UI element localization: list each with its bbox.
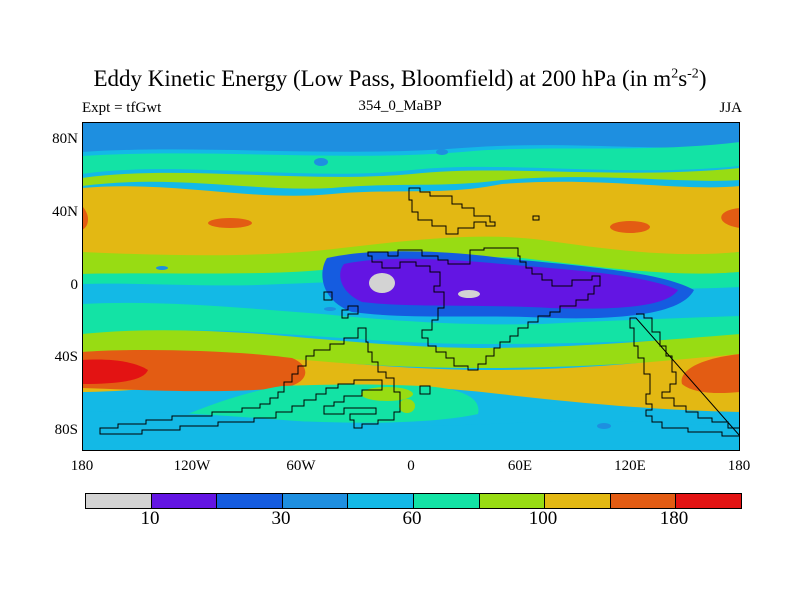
field-south-orange-west [82,350,306,392]
colorbar-segment-8 [610,494,677,508]
lon-label-120e: 120E [614,458,646,474]
lat-label-40n: 40N [52,204,78,220]
lon-label-60w: 60W [286,458,316,474]
season-label: JJA [719,100,742,116]
field-north-orange-1 [208,218,252,228]
colorbar-segment-0 [86,494,152,508]
contour-map [82,122,740,451]
coast-islet [532,215,540,221]
lat-label-0: 0 [70,277,79,293]
field-speck-4 [324,307,336,311]
coast-australia-antarctica [629,313,740,437]
field-speck-3 [156,266,168,270]
field-south-cyan [82,411,740,451]
field-south-lime-2 [361,387,413,401]
lat-label-80s: 80S [54,422,78,438]
coastlines [99,187,740,437]
colorbar-label: 180 [659,508,689,529]
colorbar-segment-6 [479,494,546,508]
colorbar [85,493,742,509]
field-speck-2 [436,149,448,155]
colorbar-segment-9 [676,494,741,508]
colorbar-segment-2 [217,494,283,508]
coast-north-continent [408,187,496,235]
field-equator-gray-2 [458,290,480,298]
colorbar-label: 100 [528,508,558,529]
field-south-teal [82,302,740,344]
field-north-yellow [82,181,740,257]
coast-south-america-antarctica [99,327,401,435]
lon-label-0: 0 [407,458,415,474]
experiment-label: Expt = tfGwt [82,100,162,116]
colorbar-label: 30 [271,508,291,529]
field-speck-1 [314,158,328,166]
field-speck-5 [597,423,611,429]
lon-label-180w: 180 [70,458,94,474]
contour-map-svg [82,122,740,451]
lat-label-80n: 80N [52,131,78,147]
field-north-teal [82,142,740,174]
field-north-blue [82,122,740,152]
lon-label-120w: 120W [173,458,211,474]
coast-small-3 [419,385,431,395]
field-north-orange-west [82,206,88,230]
field-equator-violet [340,258,678,309]
lon-label-180e: 180 [727,458,751,474]
field-south-lime [82,330,740,368]
colorbar-segment-7 [545,494,611,508]
lat-label-40s: 40S [54,349,78,365]
colorbar-segment-5 [413,494,480,508]
field-equator-gray-1 [369,273,395,293]
field-south-red [82,359,148,384]
field-south-lime-3 [399,399,415,413]
coast-africa-eurasia [367,247,601,371]
colorbar-label: 10 [140,508,160,529]
field-south-orange-east [681,354,740,394]
colorbar-segment-4 [348,494,414,508]
coast-small-2 [323,291,333,301]
colorbar-label: 60 [402,508,422,529]
lon-label-60e: 60E [507,458,533,474]
field-north-orange-east [721,208,740,228]
field-north-orange-2 [610,221,650,233]
colorbar-segment-1 [151,494,218,508]
figure-title: Eddy Kinetic Energy (Low Pass, Bloomfiel… [93,66,707,91]
run-id-label: 354_0_MaBP [358,98,442,114]
field-north-lime [82,168,740,189]
colorbar-segment-3 [282,494,349,508]
coast-small-1 [341,305,359,319]
